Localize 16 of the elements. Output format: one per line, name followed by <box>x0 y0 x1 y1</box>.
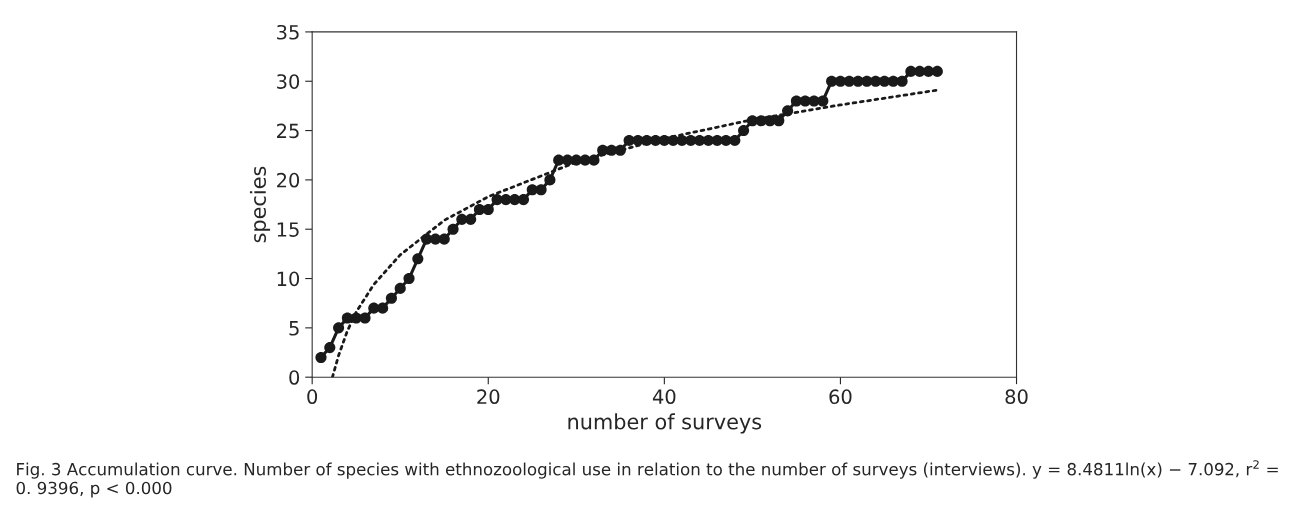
x-axis-title: number of surveys <box>568 413 762 434</box>
y-tick-label: 35 <box>277 24 299 40</box>
text: Fig. 3 Accumulation curve. Number of species with ethnozoological use in relation to the number of surveys (interviews). y = 8.4811ln(x) − 7.092, r$^{2}$ = 0. 9396, p < 0.000 <box>16 460 1278 498</box>
y-tick-label: 0 <box>289 370 300 385</box>
x-tick-label: 0 <box>307 389 318 405</box>
x-tick-label: 40 <box>652 389 676 405</box>
y-tick-label: 10 <box>277 271 300 287</box>
x-tick-label: 80 <box>1005 389 1028 405</box>
x-tick-label: 60 <box>829 389 852 405</box>
y-tick-label: 5 <box>289 321 299 336</box>
y-tick-label: 20 <box>277 172 300 188</box>
y-tick-label: 30 <box>277 74 300 89</box>
y-axis-title: species <box>249 166 271 243</box>
y-tick-label: 25 <box>277 123 299 139</box>
x-tick-label: 20 <box>477 389 500 405</box>
y-tick-label: 15 <box>277 222 299 237</box>
